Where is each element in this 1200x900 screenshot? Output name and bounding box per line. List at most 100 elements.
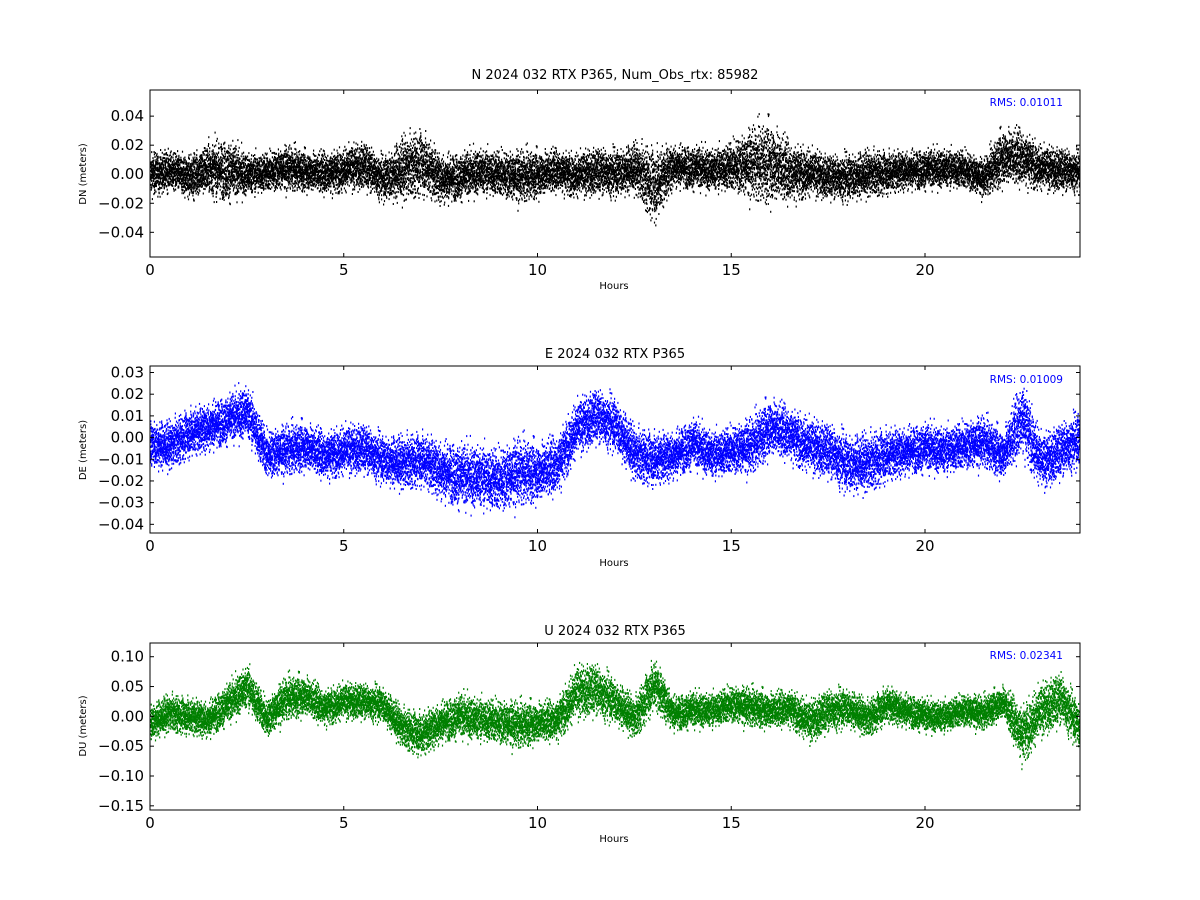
data-point bbox=[170, 183, 171, 185]
data-point bbox=[228, 145, 229, 147]
data-point bbox=[353, 188, 354, 190]
data-point bbox=[295, 141, 296, 143]
data-point bbox=[215, 167, 216, 169]
data-point bbox=[306, 164, 307, 166]
data-point bbox=[322, 169, 323, 171]
data-point bbox=[321, 148, 322, 150]
data-point bbox=[192, 195, 193, 197]
data-point bbox=[202, 158, 203, 160]
data-point bbox=[228, 182, 229, 184]
data-point bbox=[306, 187, 307, 189]
data-point bbox=[295, 185, 296, 187]
data-point bbox=[213, 195, 214, 197]
data-point bbox=[219, 165, 220, 167]
data-point bbox=[344, 146, 345, 148]
data-point bbox=[222, 158, 223, 160]
data-point bbox=[245, 184, 246, 186]
data-point bbox=[182, 189, 183, 191]
data-point bbox=[269, 184, 270, 186]
data-point bbox=[333, 184, 334, 186]
data-point bbox=[267, 161, 268, 163]
data-point bbox=[288, 159, 289, 161]
data-point bbox=[228, 178, 229, 180]
data-point bbox=[366, 154, 367, 156]
data-point bbox=[170, 159, 171, 161]
data-point bbox=[251, 167, 252, 169]
data-point bbox=[287, 180, 288, 182]
data-point bbox=[220, 189, 221, 191]
data-point bbox=[217, 179, 218, 181]
data-point bbox=[166, 157, 167, 159]
data-point bbox=[292, 185, 293, 187]
data-point bbox=[226, 173, 227, 175]
data-point bbox=[352, 159, 353, 161]
data-point bbox=[260, 169, 261, 171]
data-point bbox=[320, 179, 321, 181]
data-point bbox=[310, 181, 311, 183]
data-point bbox=[293, 183, 294, 185]
data-point bbox=[254, 165, 255, 167]
data-point bbox=[156, 167, 157, 169]
data-point bbox=[222, 161, 223, 163]
data-point bbox=[161, 187, 162, 189]
data-point bbox=[180, 157, 181, 159]
data-point bbox=[318, 182, 319, 184]
data-point bbox=[272, 156, 273, 158]
data-point bbox=[331, 160, 332, 162]
data-point bbox=[193, 182, 194, 184]
data-point bbox=[218, 169, 219, 171]
data-point bbox=[339, 190, 340, 192]
data-point bbox=[172, 185, 173, 187]
data-point bbox=[303, 187, 304, 189]
data-point bbox=[308, 172, 309, 174]
data-point bbox=[225, 167, 226, 169]
data-point bbox=[236, 201, 237, 203]
data-point bbox=[370, 186, 371, 188]
data-point bbox=[213, 185, 214, 187]
data-point bbox=[158, 167, 159, 169]
data-point bbox=[232, 140, 233, 142]
data-point bbox=[179, 159, 180, 161]
data-point bbox=[209, 158, 210, 160]
data-point bbox=[311, 188, 312, 190]
data-point bbox=[347, 181, 348, 183]
data-point bbox=[234, 187, 235, 189]
data-point bbox=[200, 160, 201, 162]
data-point bbox=[206, 175, 207, 177]
data-point bbox=[228, 151, 229, 153]
data-point bbox=[242, 201, 243, 203]
data-point bbox=[226, 192, 227, 194]
data-point bbox=[248, 175, 249, 177]
data-point bbox=[304, 162, 305, 164]
data-point bbox=[341, 155, 342, 157]
data-point bbox=[346, 182, 347, 184]
data-point bbox=[242, 170, 243, 172]
data-point bbox=[170, 164, 171, 166]
data-point bbox=[290, 178, 291, 180]
data-point bbox=[269, 148, 270, 150]
data-point bbox=[217, 164, 218, 166]
data-point bbox=[362, 179, 363, 181]
data-point bbox=[294, 142, 295, 144]
data-point bbox=[186, 189, 187, 191]
data-point bbox=[252, 189, 253, 191]
data-point bbox=[330, 190, 331, 192]
data-point bbox=[228, 147, 229, 149]
data-point bbox=[193, 163, 194, 165]
data-point bbox=[359, 160, 360, 162]
data-point bbox=[323, 196, 324, 198]
data-point bbox=[259, 160, 260, 162]
data-point bbox=[337, 156, 338, 158]
data-point bbox=[317, 157, 318, 159]
data-point bbox=[323, 161, 324, 163]
data-point bbox=[268, 169, 269, 171]
data-point bbox=[223, 176, 224, 178]
data-point bbox=[170, 176, 171, 178]
data-point bbox=[241, 170, 242, 172]
data-point bbox=[225, 183, 226, 185]
data-point bbox=[310, 184, 311, 186]
data-point bbox=[163, 191, 164, 193]
data-point bbox=[287, 162, 288, 164]
data-point bbox=[325, 183, 326, 185]
